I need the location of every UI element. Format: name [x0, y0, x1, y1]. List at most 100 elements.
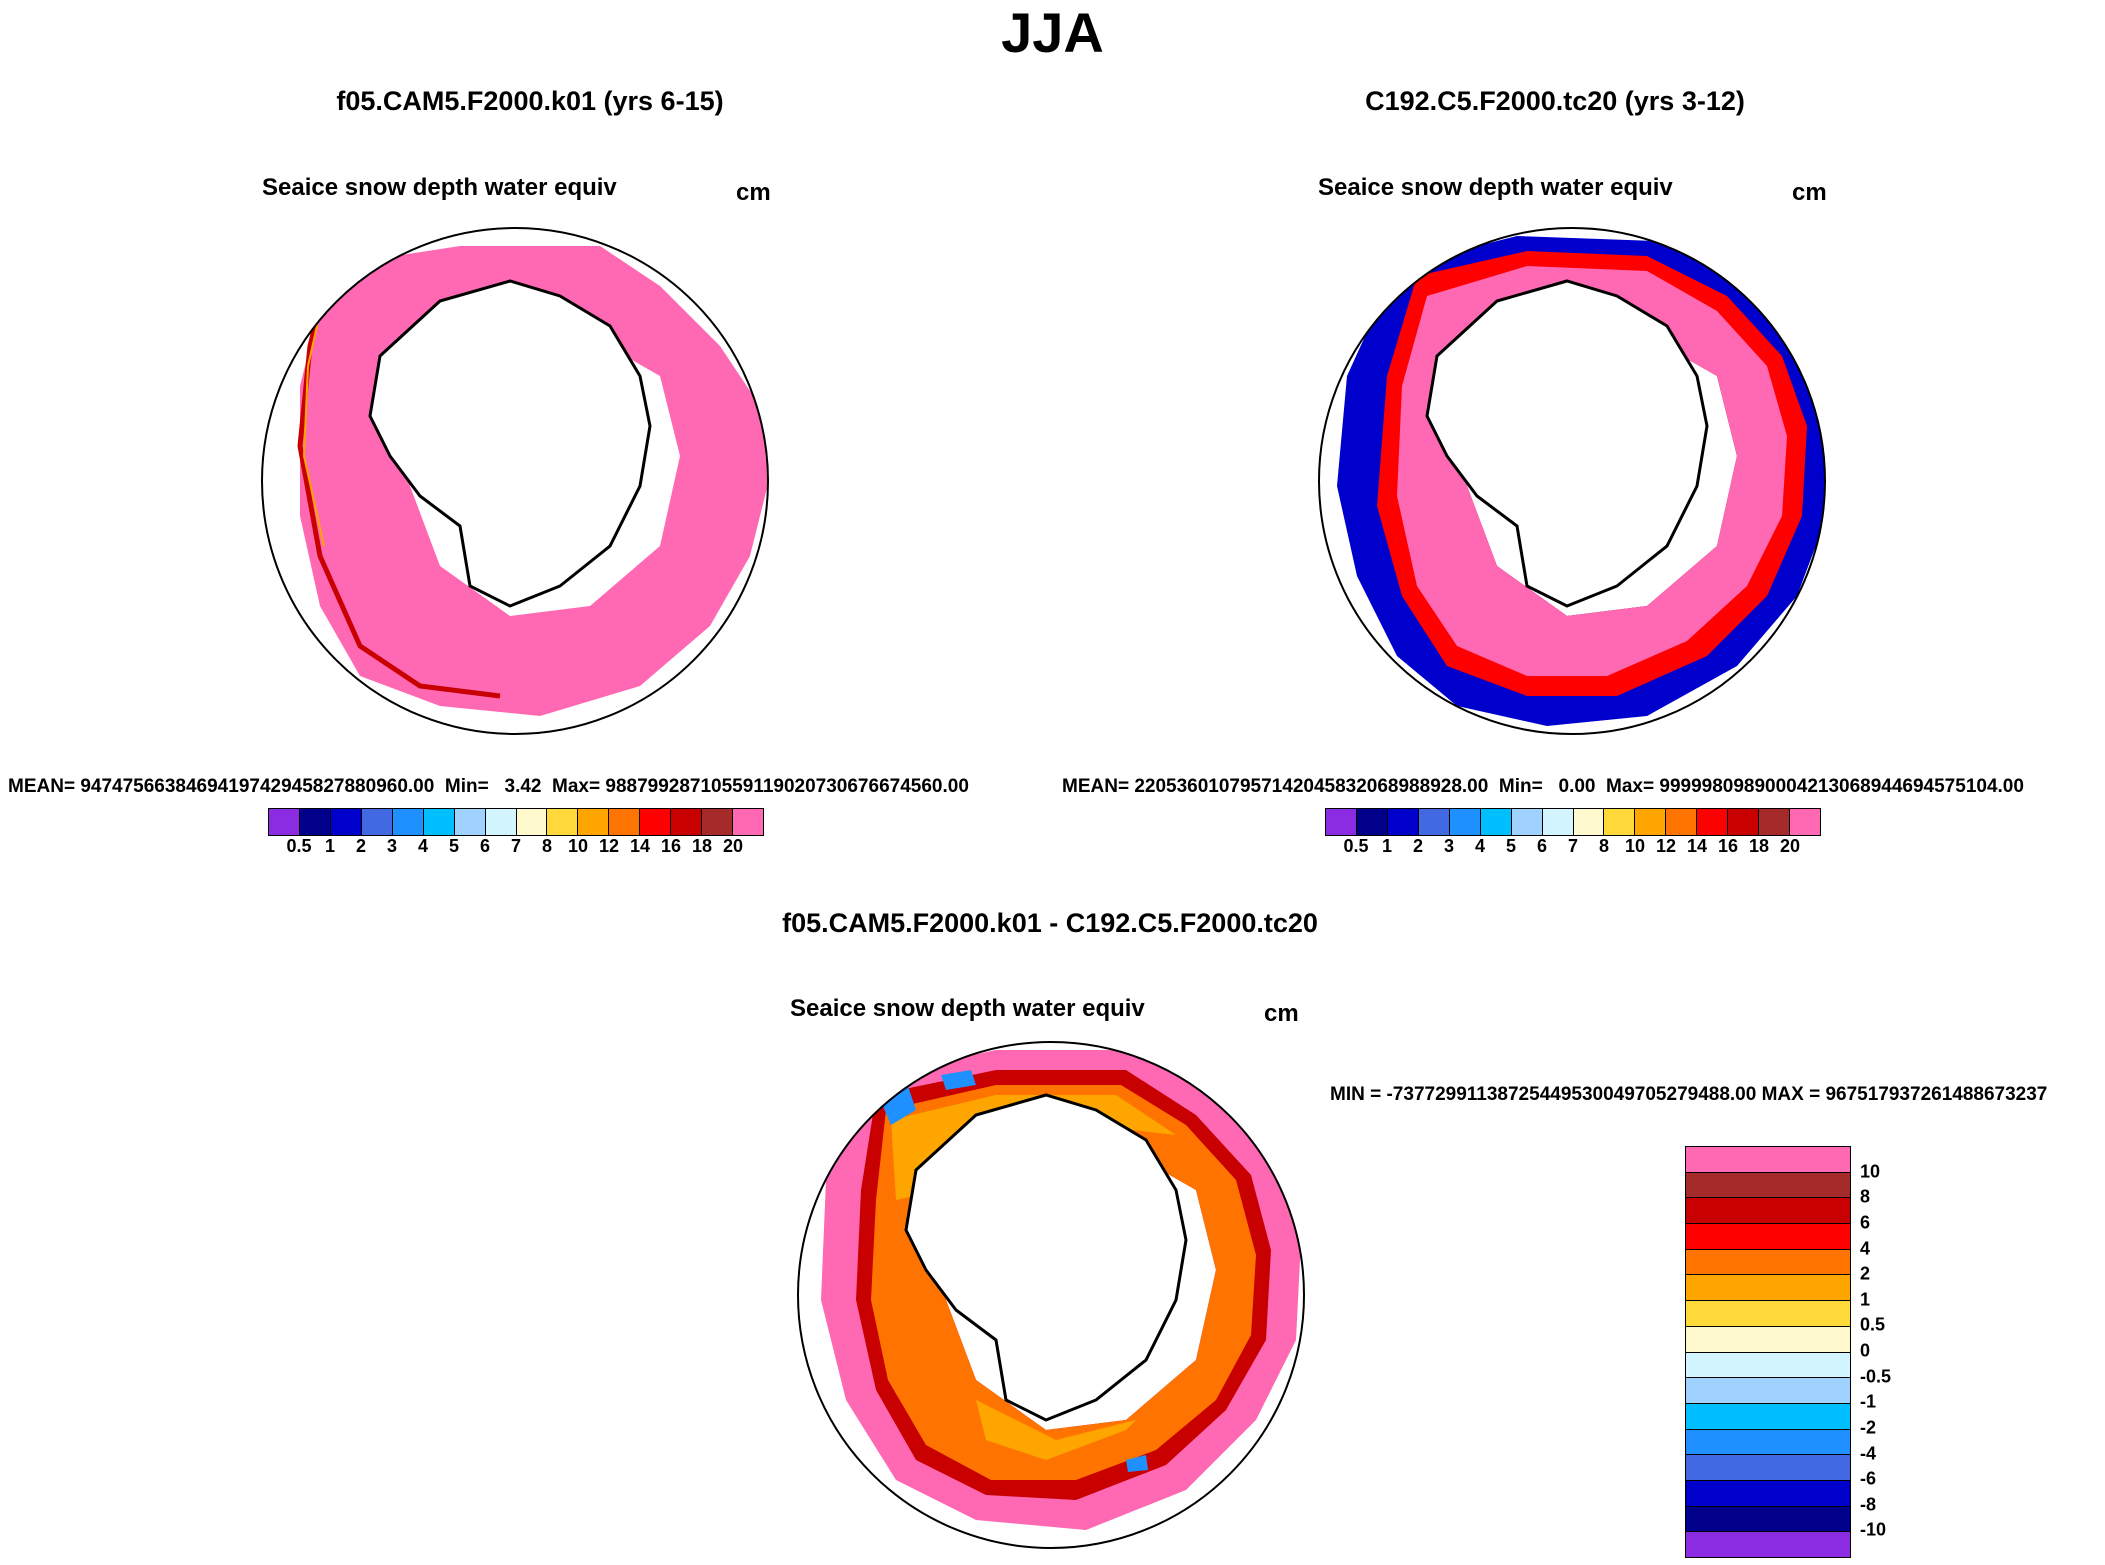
- colorbar-swatch: [1604, 809, 1636, 835]
- colorbar-swatch: [330, 809, 362, 835]
- colorbar-label: 8: [1860, 1186, 1871, 1207]
- colorbar-swatch: [1666, 809, 1698, 835]
- colorbar-swatch: [640, 809, 672, 835]
- panel3-case-title: f05.CAM5.F2000.k01 - C192.C5.F2000.tc20: [782, 908, 1318, 938]
- panel1-colorbar: 0.5 1 2 3 4 5 6 7 8 10 12 14 16 18 20: [268, 808, 764, 858]
- panel3-units: cm: [1264, 1000, 1299, 1027]
- colorbar-label: -4: [1860, 1443, 1877, 1463]
- colorbar-swatch: [516, 809, 548, 835]
- colorbar-swatch: [1686, 1378, 1850, 1404]
- colorbar-label: 18: [691, 836, 713, 856]
- colorbar-swatch: [1686, 1198, 1850, 1225]
- colorbar-swatch: [1449, 809, 1481, 835]
- colorbar-label: 5: [448, 836, 460, 856]
- colorbar-swatch: [1686, 1532, 1850, 1557]
- colorbar-swatch: [1387, 809, 1419, 835]
- colorbar-swatch: [1686, 1326, 1850, 1353]
- panel3-variable-title: Seaice snow depth water equiv: [790, 995, 1145, 1022]
- panel2-colorbar: 0.5 1 2 3 4 5 6 7 8 10 12 14 16 18 20: [1325, 808, 1821, 858]
- colorbar-label: 0.5: [1343, 836, 1369, 856]
- colorbar-label: 0.5: [286, 836, 312, 856]
- panel1-stats: MEAN= 947475663846941974294582788096​0.0…: [8, 776, 969, 797]
- panel2-pink-core: [1397, 266, 1787, 676]
- colorbar-label: 16: [1717, 836, 1739, 856]
- colorbar-label: 20: [722, 836, 744, 856]
- colorbar-label: 1: [1381, 836, 1393, 856]
- colorbar-swatch: [1573, 809, 1605, 835]
- colorbar-label: 8: [1598, 836, 1610, 856]
- panel2-stats: MEAN= 22053601079571420458320689889​28.0…: [1062, 776, 2024, 797]
- colorbar-swatch: [1635, 809, 1667, 835]
- colorbar-swatch: [578, 809, 610, 835]
- colorbar-swatch: [702, 809, 734, 835]
- colorbar-label: 4: [417, 836, 429, 856]
- colorbar-swatch: [1686, 1429, 1850, 1456]
- colorbar-label: 7: [1567, 836, 1579, 856]
- colorbar-swatch: [1686, 1455, 1850, 1481]
- colorbar-swatch: [1790, 809, 1820, 835]
- colorbar-label: 16: [660, 836, 682, 856]
- panel1-ice-edge-band: [297, 265, 501, 699]
- colorbar-swatch: [733, 809, 763, 835]
- colorbar-label: 1: [324, 836, 336, 856]
- colorbar-swatch: [1728, 809, 1760, 835]
- colorbar-swatch: [361, 809, 393, 835]
- colorbar-swatch: [485, 809, 517, 835]
- panel3-map-boundary: [797, 1041, 1305, 1549]
- colorbar-label: -2: [1860, 1417, 1877, 1438]
- colorbar-swatch: [609, 809, 641, 835]
- colorbar-label: 2: [1860, 1263, 1871, 1284]
- colorbar-label: 18: [1748, 836, 1770, 856]
- colorbar-label: 0.5: [1860, 1314, 1886, 1335]
- panel2-units: cm: [1792, 179, 1827, 206]
- colorbar-swatch: [454, 809, 486, 835]
- colorbar-label: 14: [1686, 836, 1708, 856]
- colorbar-swatch: [1542, 809, 1574, 835]
- panel2-case-title: C192.C5.F2000.tc20 (yrs 3-12): [1365, 86, 1745, 116]
- colorbar-swatch: [392, 809, 424, 835]
- panel2-antarctica-coast: [1425, 279, 1709, 608]
- panel1-map-boundary: [261, 227, 769, 735]
- colorbar-label: 6: [1536, 836, 1548, 856]
- panel3-stats: MIN = -73772991138725449530049705279488.…: [1330, 1084, 2048, 1105]
- colorbar-label: -0.5: [1860, 1366, 1892, 1387]
- panel1-variable-title: Seaice snow depth water equiv: [262, 174, 617, 201]
- colorbar-swatch: [1511, 809, 1543, 835]
- panel3-map: [797, 1041, 1305, 1549]
- colorbar-label: 12: [1655, 836, 1677, 856]
- colorbar-label: 10: [567, 836, 589, 856]
- panel1-map: [261, 227, 769, 735]
- panel3-orange-band: [871, 1085, 1256, 1480]
- colorbar-swatch: [1686, 1301, 1850, 1327]
- panel3-colorbar-labels: 10 8 6 4 2 1 0.5 0 -0.5 -1 -2 -4 -6 -8 -10: [1860, 1146, 1920, 1556]
- colorbar-label: 4: [1860, 1238, 1871, 1258]
- colorbar-label: 2: [1412, 836, 1424, 856]
- colorbar-label: 4: [1474, 836, 1486, 856]
- colorbar-swatch: [1356, 809, 1388, 835]
- panel1-antarctica-coast: [368, 279, 652, 608]
- colorbar-swatch: [1686, 1275, 1850, 1302]
- colorbar-swatch: [1697, 809, 1729, 835]
- panel3-blue-patches: [876, 1070, 1148, 1472]
- colorbar-swatch: [1686, 1352, 1850, 1379]
- colorbar-label: -1: [1860, 1391, 1877, 1412]
- colorbar-swatch: [1686, 1403, 1850, 1430]
- colorbar-swatch: [1326, 809, 1357, 835]
- colorbar-label: 1: [1860, 1289, 1871, 1310]
- panel1-units: cm: [736, 179, 771, 206]
- panel2-variable-title: Seaice snow depth water equiv: [1318, 174, 1673, 201]
- colorbar-label: 3: [386, 836, 398, 856]
- colorbar-swatch: [1759, 809, 1791, 835]
- colorbar-swatch: [1686, 1147, 1850, 1173]
- colorbar-label: 5: [1505, 836, 1517, 856]
- colorbar-label: 14: [629, 836, 651, 856]
- colorbar-swatch: [299, 809, 331, 835]
- colorbar-label: -10: [1860, 1519, 1887, 1540]
- figure-title: JJA: [1001, 1, 1104, 64]
- colorbar-swatch: [1686, 1480, 1850, 1507]
- colorbar-label: 10: [1624, 836, 1646, 856]
- panel3-light-orange-lower: [976, 1380, 1176, 1460]
- panel3-antarctica-coast: [904, 1093, 1188, 1422]
- colorbar-swatch: [671, 809, 703, 835]
- colorbar-swatch: [1686, 1249, 1850, 1276]
